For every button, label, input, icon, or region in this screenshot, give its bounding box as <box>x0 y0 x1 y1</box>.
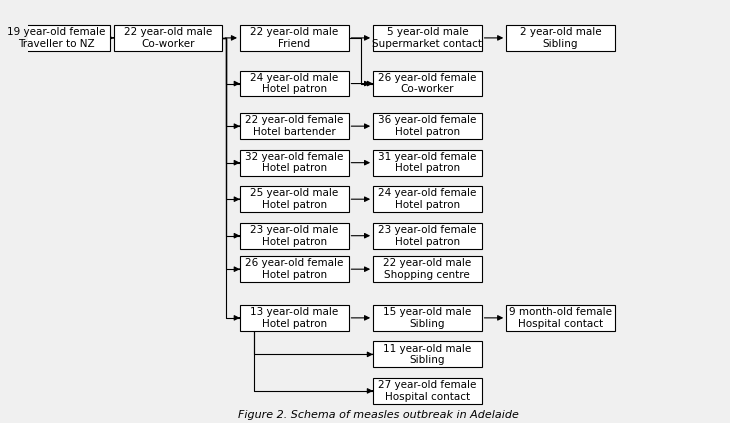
Text: 31 year-old female
Hotel patron: 31 year-old female Hotel patron <box>378 152 477 173</box>
Text: 36 year-old female
Hotel patron: 36 year-old female Hotel patron <box>378 115 477 137</box>
Text: 25 year-old male
Hotel patron: 25 year-old male Hotel patron <box>250 188 338 210</box>
FancyBboxPatch shape <box>114 25 223 51</box>
Text: 5 year-old male
Supermarket contact: 5 year-old male Supermarket contact <box>372 27 483 49</box>
FancyBboxPatch shape <box>373 25 482 51</box>
Text: Figure 2. Schema of measles outbreak in Adelaide: Figure 2. Schema of measles outbreak in … <box>238 410 519 420</box>
Text: 9 month-old female
Hospital contact: 9 month-old female Hospital contact <box>509 307 612 329</box>
Text: 26 year-old female
Co-worker: 26 year-old female Co-worker <box>378 73 477 94</box>
Text: 27 year-old female
Hospital contact: 27 year-old female Hospital contact <box>378 380 477 402</box>
FancyBboxPatch shape <box>373 223 482 249</box>
Text: 22 year-old male
Co-worker: 22 year-old male Co-worker <box>124 27 212 49</box>
Text: 24 year-old male
Hotel patron: 24 year-old male Hotel patron <box>250 73 338 94</box>
FancyBboxPatch shape <box>373 341 482 367</box>
Text: 2 year-old male
Sibling: 2 year-old male Sibling <box>520 27 602 49</box>
FancyBboxPatch shape <box>240 256 348 282</box>
FancyBboxPatch shape <box>240 150 348 176</box>
FancyBboxPatch shape <box>373 305 482 331</box>
Text: 23 year-old male
Hotel patron: 23 year-old male Hotel patron <box>250 225 338 247</box>
FancyBboxPatch shape <box>240 113 348 139</box>
Text: 23 year-old female
Hotel patron: 23 year-old female Hotel patron <box>378 225 477 247</box>
Text: 22 year-old male
Shopping centre: 22 year-old male Shopping centre <box>383 258 472 280</box>
FancyBboxPatch shape <box>373 150 482 176</box>
Text: 32 year-old female
Hotel patron: 32 year-old female Hotel patron <box>245 152 343 173</box>
FancyBboxPatch shape <box>373 186 482 212</box>
FancyBboxPatch shape <box>373 71 482 96</box>
FancyBboxPatch shape <box>240 305 348 331</box>
FancyBboxPatch shape <box>373 378 482 404</box>
Text: 24 year-old female
Hotel patron: 24 year-old female Hotel patron <box>378 188 477 210</box>
FancyBboxPatch shape <box>373 113 482 139</box>
Text: 13 year-old male
Hotel patron: 13 year-old male Hotel patron <box>250 307 338 329</box>
Text: 26 year-old female
Hotel patron: 26 year-old female Hotel patron <box>245 258 343 280</box>
FancyBboxPatch shape <box>506 25 615 51</box>
FancyBboxPatch shape <box>240 71 348 96</box>
Text: 22 year-old female
Hotel bartender: 22 year-old female Hotel bartender <box>245 115 343 137</box>
FancyBboxPatch shape <box>240 223 348 249</box>
Text: 15 year-old male
Sibling: 15 year-old male Sibling <box>383 307 472 329</box>
FancyBboxPatch shape <box>240 186 348 212</box>
Text: 22 year-old male
Friend: 22 year-old male Friend <box>250 27 338 49</box>
FancyBboxPatch shape <box>373 256 482 282</box>
Text: 11 year-old male
Sibling: 11 year-old male Sibling <box>383 343 472 365</box>
FancyBboxPatch shape <box>506 305 615 331</box>
FancyBboxPatch shape <box>240 25 348 51</box>
Text: 19 year-old female
Traveller to NZ: 19 year-old female Traveller to NZ <box>7 27 105 49</box>
FancyBboxPatch shape <box>1 25 110 51</box>
